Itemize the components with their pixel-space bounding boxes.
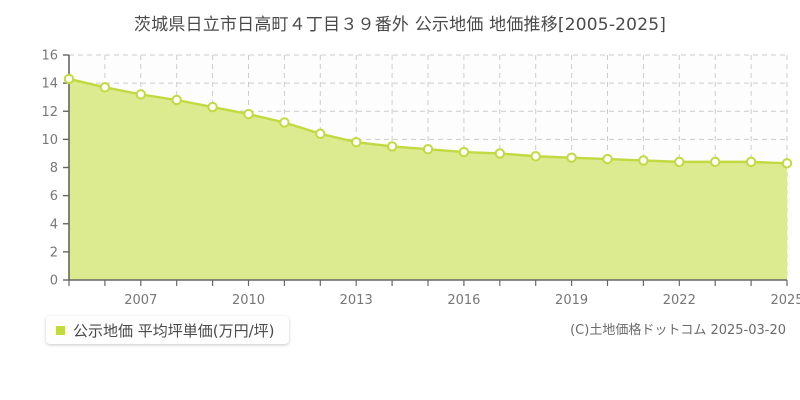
x-tick-label: 2016 <box>447 293 480 308</box>
data-point-marker[interactable] <box>207 101 218 113</box>
y-tick-label: 14 <box>41 77 58 92</box>
data-point-marker[interactable] <box>279 117 290 128</box>
y-tick-label: 10 <box>41 133 58 148</box>
data-point-marker[interactable] <box>243 108 254 120</box>
area-fill <box>69 78 787 280</box>
data-point-marker[interactable] <box>422 144 434 155</box>
data-point-marker[interactable] <box>781 158 793 169</box>
data-point-marker[interactable] <box>63 73 75 85</box>
data-point-marker[interactable] <box>566 152 577 163</box>
y-tick-label: 12 <box>41 105 58 120</box>
data-point-marker[interactable] <box>135 89 147 100</box>
data-point-marker[interactable] <box>530 151 541 162</box>
data-point-marker[interactable] <box>315 128 326 139</box>
data-point-marker[interactable] <box>351 136 362 148</box>
x-tick-label: 2010 <box>232 293 265 308</box>
x-tick-label: 2025 <box>770 293 800 308</box>
data-point-markers <box>63 73 793 169</box>
y-axis-tick-labels: 0 2 4 6 8 10 12 14 16 <box>41 49 58 289</box>
y-tick-label: 2 <box>50 245 58 260</box>
legend-swatch-icon <box>56 325 65 335</box>
axis-ticks <box>63 54 788 286</box>
data-point-marker[interactable] <box>99 82 111 93</box>
data-point-marker[interactable] <box>494 148 505 159</box>
chart-legend[interactable]: 公示地価 平均坪単価(万円/坪) <box>46 316 289 344</box>
chart-title: 茨城県日立市日高町４丁目３９番外 公示地価 地価推移[2005-2025] <box>133 15 667 35</box>
y-tick-label: 4 <box>50 217 58 232</box>
x-tick-label: 2013 <box>340 293 373 308</box>
y-tick-label: 6 <box>50 189 58 204</box>
x-axis-tick-labels: 2007 2010 2013 2016 2019 2022 2025 <box>124 293 800 308</box>
data-point-marker[interactable] <box>745 156 757 168</box>
data-point-marker[interactable] <box>458 146 470 158</box>
data-point-marker[interactable] <box>602 153 613 165</box>
x-tick-label: 2022 <box>663 293 696 308</box>
y-tick-label: 16 <box>41 49 58 64</box>
credit-text: (C)土地価格ドットコム 2025-03-20 <box>570 323 786 338</box>
data-point-marker[interactable] <box>386 141 398 152</box>
legend-label: 公示地価 平均坪単価(万円/坪) <box>73 321 275 340</box>
data-point-marker[interactable] <box>171 94 182 106</box>
data-point-marker[interactable] <box>674 156 685 168</box>
x-tick-label: 2007 <box>124 293 157 308</box>
data-point-marker[interactable] <box>710 156 721 168</box>
y-tick-label: 8 <box>50 161 58 176</box>
data-point-marker[interactable] <box>638 155 649 166</box>
x-tick-label: 2019 <box>555 293 588 308</box>
y-tick-label: 0 <box>50 274 58 289</box>
